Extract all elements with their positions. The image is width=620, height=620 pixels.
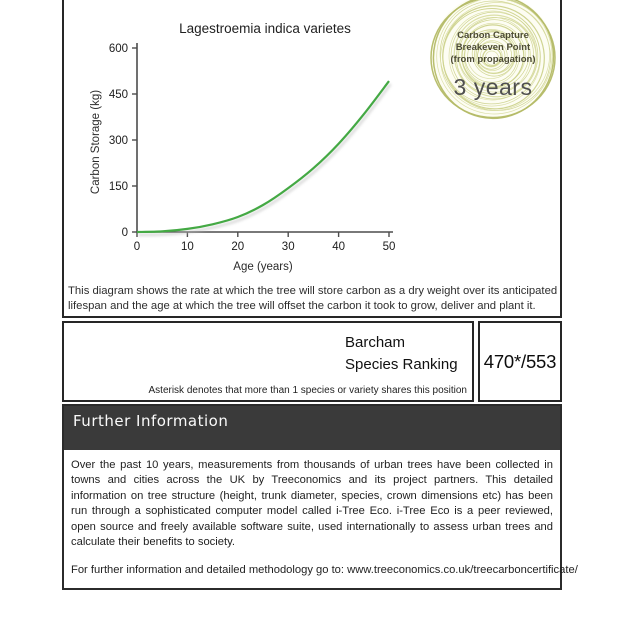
svg-text:300: 300 — [109, 135, 128, 147]
svg-text:0: 0 — [134, 241, 140, 253]
tree-rings-icon — [430, 0, 556, 120]
further-information-panel: Further Information Over the past 10 yea… — [62, 404, 578, 590]
svg-text:0: 0 — [122, 227, 128, 239]
ranking-footnote: Asterisk denotes that more than 1 specie… — [148, 385, 468, 396]
svg-text:40: 40 — [332, 241, 345, 253]
ranking-label-line-2: Species Ranking — [345, 356, 458, 373]
chart-caption: This diagram shows the rate at which the… — [68, 284, 558, 314]
chart-caption-line-1: This diagram shows the rate at which the… — [68, 285, 558, 297]
badge-line-3: (from propagation) — [450, 54, 536, 65]
svg-text:Age (years): Age (years) — [233, 261, 293, 273]
chart-caption-line-2: lifespan and the age at which the tree w… — [68, 300, 536, 312]
further-information-body: Over the past 10 years, measurements fro… — [64, 450, 578, 577]
further-information-paragraph: Over the past 10 years, measurements fro… — [71, 459, 553, 549]
svg-text:150: 150 — [109, 181, 128, 193]
badge-line-1: Carbon Capture — [457, 30, 529, 41]
species-ranking-value: 470*/553 — [483, 350, 557, 372]
species-ranking-label: Barcham Species Ranking — [345, 332, 458, 376]
further-information-header: Further Information — [64, 406, 560, 450]
breakeven-badge: Carbon Capture Breakeven Point (from pro… — [427, 0, 559, 124]
species-ranking-panel: Barcham Species Ranking Asterisk denotes… — [62, 321, 474, 402]
breakeven-badge-text: Carbon Capture Breakeven Point (from pro… — [427, 0, 559, 101]
methodology-link: For further information and detailed met… — [71, 564, 578, 577]
carbon-storage-line-chart: 0 150 300 450 600 0 10 20 30 40 50 Age (years) — [109, 43, 396, 273]
svg-text:450: 450 — [109, 89, 128, 101]
svg-text:30: 30 — [282, 241, 295, 253]
ranking-label-line-1: Barcham — [345, 334, 406, 351]
svg-text:50: 50 — [383, 241, 396, 253]
svg-text:600: 600 — [109, 43, 128, 55]
chart-title: Lagestroemia indica varietes — [179, 21, 351, 36]
breakeven-value: 3 years — [453, 74, 533, 100]
svg-text:20: 20 — [231, 241, 244, 253]
species-ranking-value-panel: 470*/553 — [478, 321, 562, 402]
badge-line-2: Breakeven Point — [455, 42, 531, 53]
svg-text:10: 10 — [181, 241, 194, 253]
